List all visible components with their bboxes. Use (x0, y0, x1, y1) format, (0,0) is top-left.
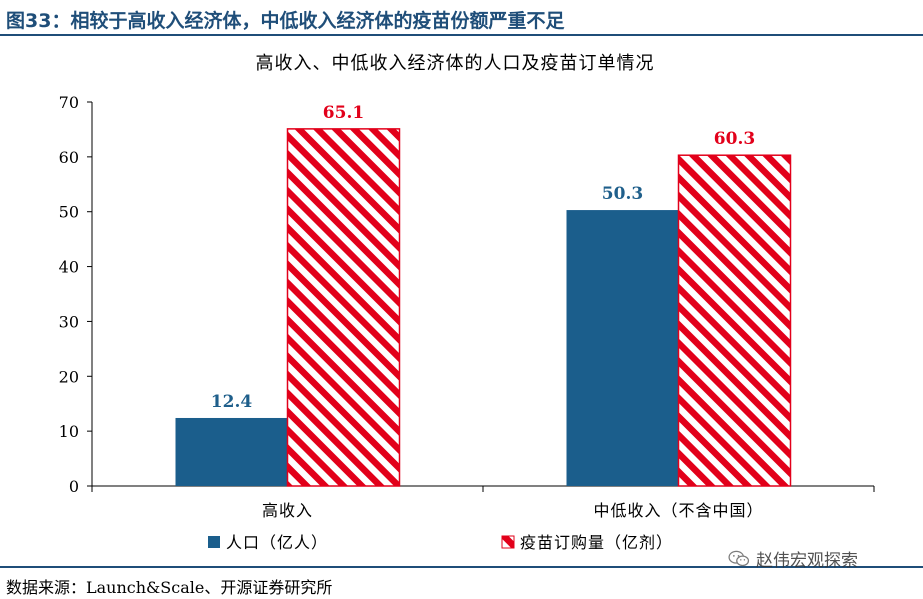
data-label: 50.3 (602, 184, 643, 204)
y-tick-label: 40 (59, 258, 79, 277)
bar (175, 417, 288, 486)
y-tick-label: 60 (59, 148, 79, 167)
bar-chart: 高收入、中低收入经济体的人口及疫苗订单情况 0 10 20 30 40 50 60 70 高收入… (59, 53, 875, 552)
chart-title: 高收入、中低收入经济体的人口及疫苗订单情况 (256, 53, 655, 74)
y-tick-label: 50 (59, 203, 79, 222)
top-rule (0, 34, 923, 36)
data-label: 65.1 (323, 103, 364, 123)
wechat-icon (728, 550, 750, 566)
figure-title: 图33：相较于高收入经济体，中低收入经济体的疫苗份额严重不足 (6, 10, 565, 32)
legend-swatch (501, 535, 515, 549)
bar (286, 128, 401, 487)
bar (566, 210, 679, 486)
legend-label: 疫苗订购量（亿剂） (520, 533, 673, 552)
y-tick-label: 30 (59, 312, 79, 331)
data-label: 12.4 (211, 392, 253, 412)
legend-swatch (208, 536, 220, 548)
y-tick-label: 70 (59, 93, 79, 112)
y-tick-label: 20 (59, 367, 79, 386)
watermark: 赵伟宏观探索 (728, 546, 858, 571)
source-note: 数据来源：Launch&Scale、开源证券研究所 (6, 578, 333, 597)
legend-label: 人口（亿人） (226, 533, 328, 552)
x-tick-label: 中低收入（不含中国） (593, 501, 763, 520)
bottom-rule (0, 566, 923, 568)
bar (677, 154, 792, 487)
data-label: 60.3 (714, 129, 755, 149)
x-tick-label: 高收入 (262, 501, 313, 520)
watermark-text: 赵伟宏观探索 (756, 551, 858, 571)
y-tick-label: 10 (59, 422, 79, 441)
y-tick-label: 0 (69, 477, 79, 496)
